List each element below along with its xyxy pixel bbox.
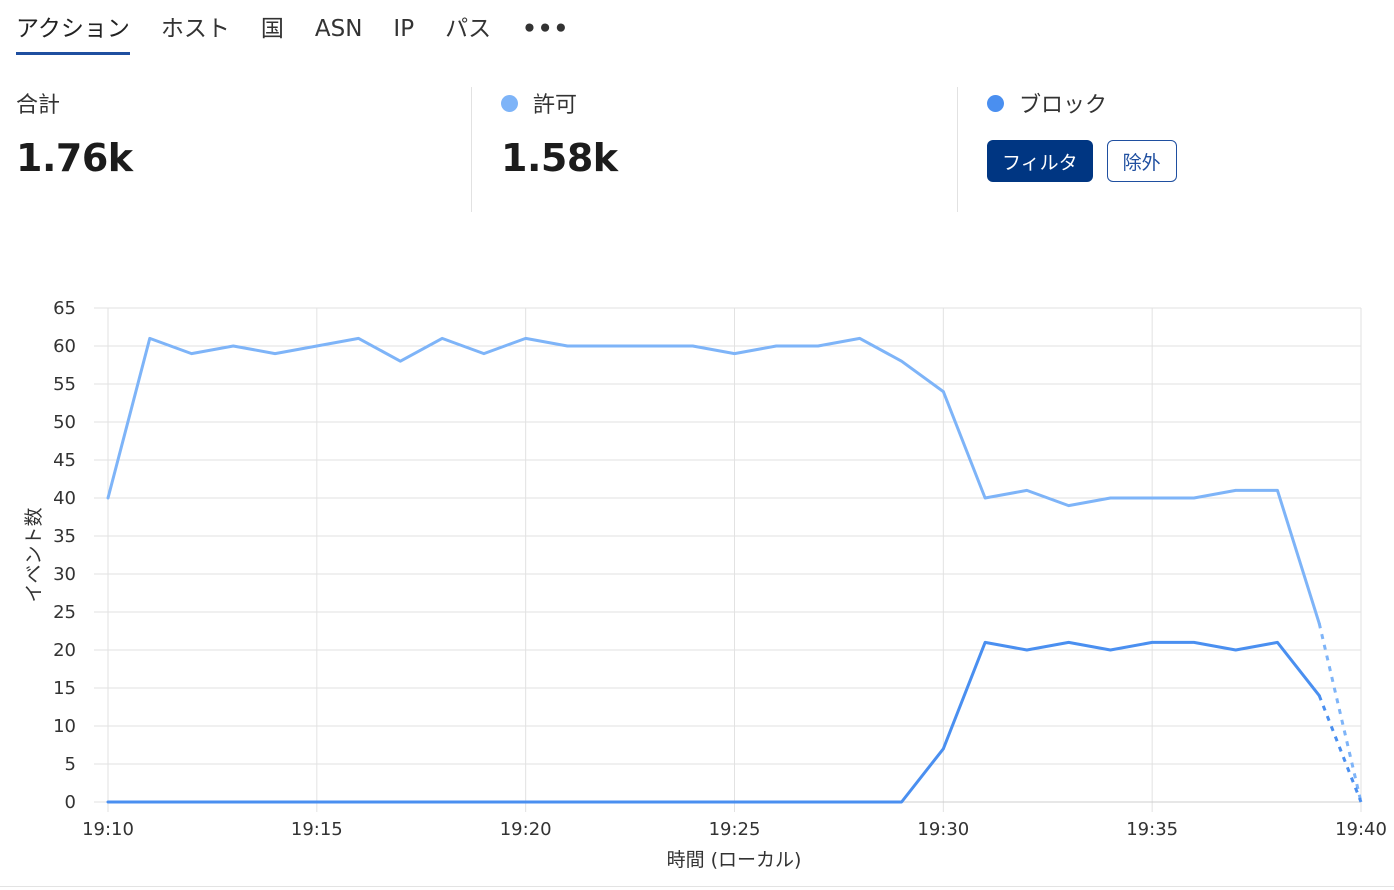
y-tick-label: 25 [53,602,76,623]
stat-allowed-label: 許可 [533,93,578,118]
y-tick-label: 0 [65,792,76,813]
chart-series [106,336,1363,804]
exclude-button[interactable]: 除外 [1106,140,1177,182]
stat-blocked-label-row: ブロック [987,88,1191,118]
tab-path[interactable]: パス [445,16,492,42]
blocked-actions: フィルタ 除外 [987,140,1191,182]
y-tick-label: 45 [53,450,76,471]
y-tick-label: 15 [53,678,76,699]
bottom-divider [0,886,1394,887]
y-tick-label: 55 [53,374,76,395]
x-axis-ticks: 19:10 19:15 19:20 19:25 19:30 19:35 19:40 [82,819,1387,840]
blocked-dot-icon [987,94,1004,112]
allowed-series-line [106,336,1321,625]
stat-total-label: 合計 [16,93,61,118]
stat-divider [471,87,472,212]
tab-host[interactable]: ホスト [160,16,230,42]
x-axis-label: 時間 (ローカル) [667,849,802,871]
y-axis-label: イベント数 [23,507,45,602]
tab-action[interactable]: アクション [16,14,130,55]
chart-grid [94,307,1362,812]
x-tick-label: 19:20 [500,819,552,840]
blocked-series-projection [1317,695,1363,803]
y-axis-ticks: 0 5 10 15 20 25 30 35 40 45 50 55 60 65 [53,298,76,813]
y-tick-label: 40 [53,488,76,509]
stat-allowed-value: 1.58k [501,136,618,180]
allowed-series-projection [1317,623,1363,803]
stat-blocked-label: ブロック [1019,93,1108,118]
x-tick-label: 19:15 [291,819,343,840]
stat-allowed: 許可 1.58k [501,88,618,212]
y-tick-label: 5 [65,754,76,775]
stat-total: 合計 1.76k [16,88,133,212]
tab-bar: アクション ホスト 国 ASN IP パス ••• [16,14,600,55]
stat-total-value: 1.76k [16,136,133,180]
y-tick-label: 60 [53,336,76,357]
blocked-series-line [106,640,1321,804]
y-tick-label: 35 [53,526,76,547]
stat-blocked: ブロック フィルタ 除外 [987,88,1191,212]
y-tick-label: 30 [53,564,76,585]
x-tick-label: 19:10 [82,819,134,840]
stat-allowed-label-row: 許可 [501,88,618,118]
y-tick-label: 10 [53,716,76,737]
y-tick-label: 20 [53,640,76,661]
x-tick-label: 19:25 [709,819,761,840]
tab-ip[interactable]: IP [393,16,415,42]
more-tabs-icon[interactable]: ••• [522,16,570,42]
y-tick-label: 50 [53,412,76,433]
filter-button[interactable]: フィルタ [987,140,1093,182]
tab-asn[interactable]: ASN [314,16,363,42]
allowed-dot-icon [501,94,518,112]
y-tick-label: 65 [53,298,76,319]
stat-divider [957,87,958,212]
x-tick-label: 19:35 [1126,819,1178,840]
tab-country[interactable]: 国 [260,16,284,42]
x-tick-label: 19:30 [917,819,969,840]
x-tick-label: 19:40 [1335,819,1387,840]
